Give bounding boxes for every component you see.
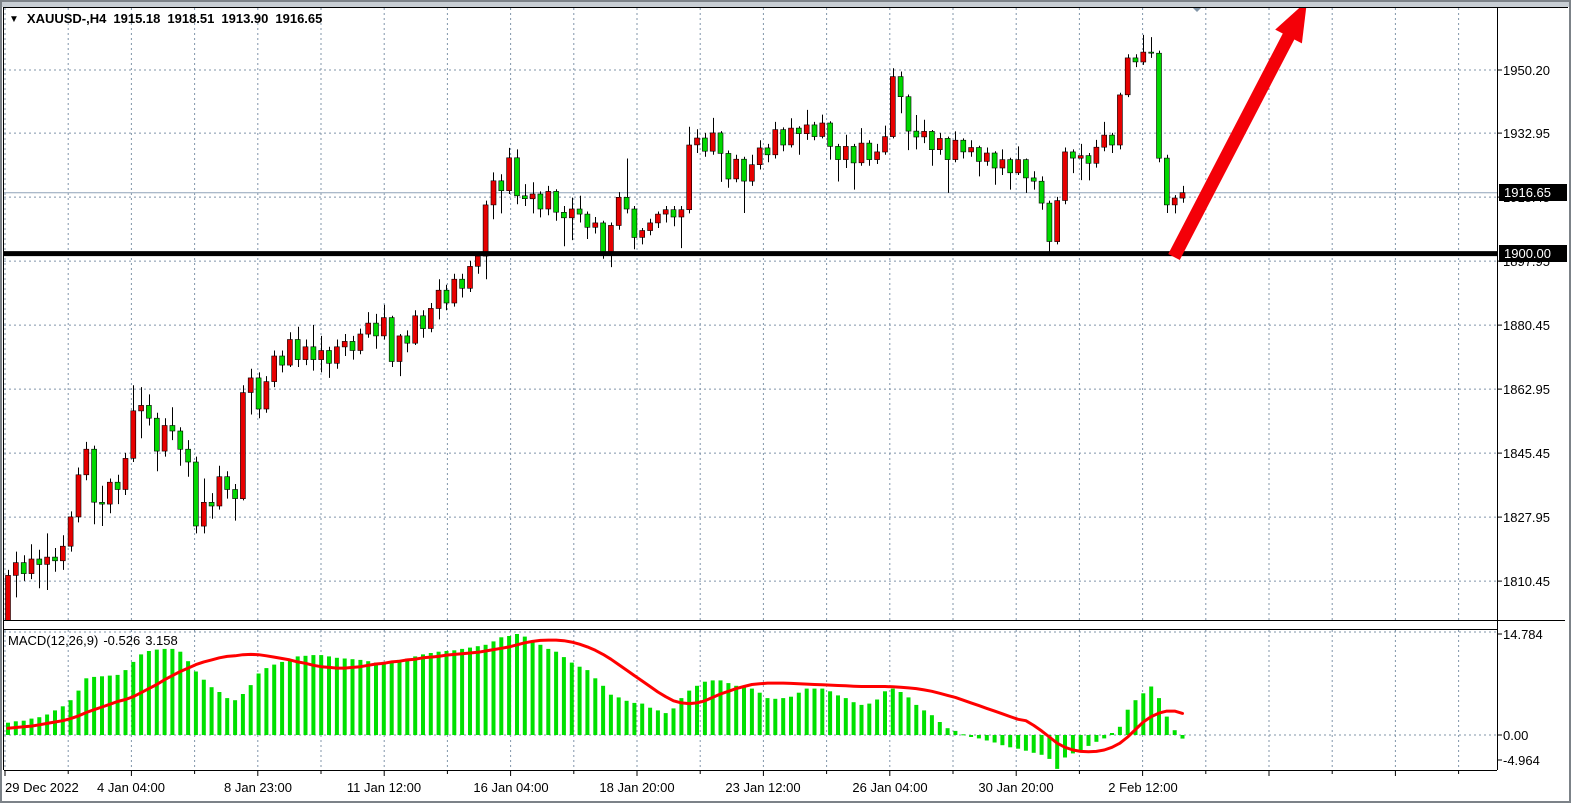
price-axis-label: 1862.95 (1503, 381, 1550, 397)
macd-axis-label: 14.784 (1503, 626, 1543, 642)
price-axis-label: 1810.45 (1503, 573, 1550, 589)
ohlc-high: 1918.51 (167, 11, 215, 26)
symbol-label: XAUUSD-,H4 (26, 11, 107, 26)
price-axis-label: 1950.20 (1503, 62, 1550, 78)
macd-value-signal: 3.158 (145, 633, 178, 648)
window-frame-bottom (0, 801, 1571, 803)
ohlc-close: 1916.65 (275, 11, 323, 26)
time-axis-label: 26 Jan 04:00 (852, 780, 928, 795)
pane-borders (3, 7, 1568, 771)
macd-indicator-label: MACD(12,26,9) -0.526 3.158 (8, 633, 183, 648)
macd-name: MACD(12,26,9) (8, 633, 99, 648)
symbol-dropdown-icon[interactable]: ▼ (9, 14, 19, 25)
candlestick-series (5, 34, 1186, 620)
time-axis-label: 29 Dec 2022 (5, 780, 79, 795)
time-axis-label: 8 Jan 23:00 (224, 780, 292, 795)
time-axis-label: 23 Jan 12:00 (725, 780, 801, 795)
time-axis-label: 18 Jan 20:00 (599, 780, 675, 795)
time-axis-label: 2 Feb 12:00 (1108, 780, 1178, 795)
macd-axis-label: -4.964 (1503, 752, 1540, 768)
time-axis-label: 11 Jan 12:00 (346, 780, 422, 795)
window-frame-top-inner (0, 2, 1571, 7)
window-frame-top (0, 0, 1571, 2)
time-axis-label: 4 Jan 04:00 (97, 780, 165, 795)
gridlines (4, 8, 1497, 769)
price-axis-label: 1845.45 (1503, 445, 1550, 461)
macd-axis-label: 0.00 (1503, 727, 1529, 743)
window-frame-left (0, 0, 2, 803)
price-axis-label: 1880.45 (1503, 317, 1550, 333)
chart-title: ▼ XAUUSD-,H4 1915.18 1918.51 1913.90 1916.65 (9, 11, 322, 26)
price-axis-ticks (1497, 69, 1502, 761)
macd-value-main: -0.526 (103, 633, 141, 648)
ohlc-low: 1913.90 (221, 11, 269, 26)
ohlc-open: 1915.18 (113, 11, 161, 26)
time-axis-label: 16 Jan 04:00 (473, 780, 549, 795)
level-price-badge: 1900.00 (1499, 245, 1567, 263)
window-frame-right (1569, 0, 1571, 803)
trend-arrow[interactable] (1168, 1, 1307, 260)
time-axis-label: 30 Jan 20:00 (978, 780, 1054, 795)
time-axis-ticks (4, 771, 1460, 776)
price-axis-label: 1827.95 (1503, 509, 1550, 525)
price-axis-label: 1932.95 (1503, 125, 1550, 141)
macd-signal-line (6, 638, 1184, 754)
current-price-badge: 1916.65 (1499, 184, 1567, 202)
macd-histogram (6, 634, 1185, 769)
